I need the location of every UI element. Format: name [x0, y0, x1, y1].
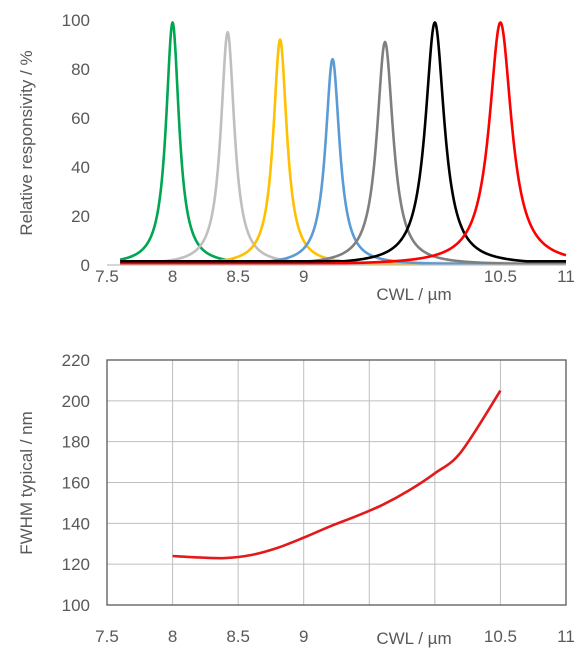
x-tick-label: 7.5: [95, 627, 119, 646]
responsivity-x-axis-title: CWL / µm: [376, 285, 451, 304]
y-tick-label: 100: [62, 11, 90, 30]
y-tick-label: 60: [71, 109, 90, 128]
x-tick-label: 10.5: [484, 267, 517, 286]
x-tick-label: 8.5: [226, 627, 250, 646]
fwhm-y-tick-labels: 100 120 140 160 180 200 220: [62, 351, 90, 615]
responsivity-x-tick-labels: 7.5 8 8.5 9 10.5 11: [95, 267, 575, 286]
x-tick-label: 7.5: [95, 267, 119, 286]
responsivity-y-tick-labels: 0 20 40 60 80 100: [62, 11, 90, 275]
y-tick-label: 80: [71, 60, 90, 79]
fwhm-y-axis-title: FWHM typical / nm: [17, 411, 36, 555]
y-tick-label: 20: [71, 207, 90, 226]
x-tick-label: 8: [168, 627, 177, 646]
fwhm-x-axis-title: CWL / µm: [376, 629, 451, 648]
responsivity-series-group: [119, 21, 567, 266]
y-tick-label: 200: [62, 392, 90, 411]
responsivity-series-1: [119, 21, 567, 266]
responsivity-series-5: [119, 40, 567, 266]
y-tick-label: 140: [62, 514, 90, 533]
responsivity-y-axis-title: Relative responsivity / %: [17, 50, 36, 235]
responsivity-series-3: [119, 38, 567, 266]
x-tick-label: 11: [557, 627, 575, 646]
y-tick-label: 180: [62, 433, 90, 452]
x-tick-label: 10.5: [484, 627, 517, 646]
fwhm-series-group: [172, 389, 502, 560]
y-tick-label: 0: [81, 256, 90, 275]
responsivity-series-2: [119, 30, 567, 265]
fwhm-chart: 100 120 140 160 180 200 220 7.5 8 8.5 9 10.5 11 CWL…: [17, 351, 575, 648]
x-tick-label: 9: [299, 267, 308, 286]
y-tick-label: 100: [62, 596, 90, 615]
responsivity-series-4: [119, 57, 567, 266]
x-tick-label: 8: [168, 267, 177, 286]
fwhm-gridlines: [107, 359, 566, 606]
fwhm-plot-frame: [106, 359, 567, 606]
responsivity-series-7: [119, 21, 567, 266]
fwhm-series-line: [172, 389, 502, 560]
y-tick-label: 40: [71, 158, 90, 177]
x-tick-label: 11: [557, 267, 575, 286]
y-tick-label: 220: [62, 351, 90, 370]
fwhm-x-tick-labels: 7.5 8 8.5 9 10.5 11: [95, 627, 575, 646]
y-tick-label: 120: [62, 555, 90, 574]
responsivity-series-6: [119, 21, 567, 263]
y-tick-label: 160: [62, 474, 90, 493]
x-tick-label: 9: [299, 627, 308, 646]
x-tick-label: 8.5: [226, 267, 250, 286]
responsivity-chart: 0 20 40 60 80 100 7.5 8 8.5 9 10.5 11 CWL / µm Rel…: [17, 11, 575, 304]
